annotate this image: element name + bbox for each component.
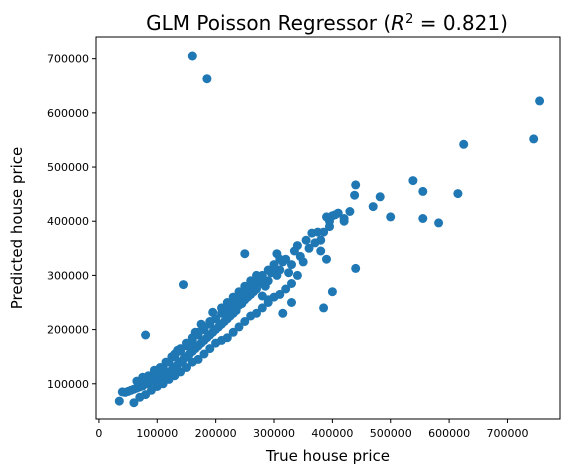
y-tick-label: 500000 xyxy=(47,161,89,174)
scatter-point xyxy=(322,254,331,264)
scatter-point xyxy=(386,212,396,222)
scatter-point xyxy=(193,327,203,337)
scatter-point xyxy=(228,327,238,337)
scatter-point xyxy=(418,186,428,196)
scatter-point xyxy=(292,270,302,280)
scatter-point xyxy=(117,387,127,397)
x-tick-label: 600000 xyxy=(428,427,470,440)
scatter-point xyxy=(234,322,244,332)
scatter-point xyxy=(240,317,250,326)
scatter-point xyxy=(199,349,209,359)
scatter-point xyxy=(287,279,296,288)
scatter-point xyxy=(322,212,331,222)
plot-frame xyxy=(95,36,561,420)
scatter-point xyxy=(170,349,180,359)
y-axis: 100000 200000 300000 400000 500000 600000 7000… xyxy=(47,53,96,391)
scatter-point xyxy=(307,228,317,238)
scatter-point xyxy=(269,260,279,270)
y-tick-label: 300000 xyxy=(47,269,89,282)
y-tick-label: 100000 xyxy=(47,378,89,391)
scatter-point xyxy=(205,317,215,326)
scatter-point xyxy=(132,376,142,386)
x-tick-label: 0 xyxy=(95,427,102,440)
scatter-point xyxy=(149,365,159,375)
scatter-point xyxy=(176,344,186,354)
scatter-point xyxy=(199,322,209,332)
scatter-point xyxy=(257,303,267,313)
scatter-point xyxy=(325,222,334,232)
scatter-point xyxy=(272,249,282,259)
scatter-point xyxy=(281,284,291,294)
scatter-point xyxy=(287,298,296,307)
scatter-point xyxy=(205,344,215,354)
scatter-point xyxy=(289,246,299,256)
scatter-point xyxy=(257,291,267,301)
scatter-point xyxy=(345,207,355,216)
scatter-point xyxy=(179,280,188,290)
scatter-point xyxy=(158,365,168,375)
scatter-point xyxy=(246,276,256,286)
scatter-point xyxy=(351,180,361,190)
scatter-point xyxy=(240,249,250,259)
scatter-point xyxy=(252,270,261,280)
scatter-point xyxy=(187,357,197,367)
x-tick-label: 200000 xyxy=(195,427,237,440)
scatter-point xyxy=(246,311,256,321)
scatter-point xyxy=(535,96,545,106)
y-tick-label: 600000 xyxy=(47,107,89,120)
scatter-point xyxy=(228,292,238,302)
scatter-point xyxy=(295,251,305,261)
scatter-point xyxy=(434,218,444,228)
scatter-point xyxy=(141,330,151,340)
scatter-point xyxy=(453,189,463,199)
scatter-point xyxy=(418,214,428,223)
scatter-point xyxy=(375,192,385,202)
scatter-point xyxy=(129,398,139,408)
scatter-point xyxy=(211,338,221,348)
scatter-point xyxy=(187,51,197,61)
scatter-point xyxy=(368,202,378,212)
scatter-point xyxy=(301,235,311,245)
chart-title: GLM Poisson Regressor (R2 = 0.821) xyxy=(146,11,508,35)
scatter-point xyxy=(284,268,294,278)
scatter-point xyxy=(339,216,349,226)
scatter-point xyxy=(187,333,197,343)
scatter-point xyxy=(351,263,361,273)
scatter-point xyxy=(222,298,232,307)
x-tick-label: 100000 xyxy=(136,427,178,440)
scatter-point xyxy=(316,246,326,256)
scatter-point xyxy=(217,303,226,313)
x-tick-label: 400000 xyxy=(311,427,353,440)
scatter-point xyxy=(408,176,418,186)
x-tick-label: 700000 xyxy=(486,427,528,440)
x-axis: 0 100000 200000 300000 400000 500000 600000 700… xyxy=(95,419,528,440)
y-tick-label: 200000 xyxy=(47,324,89,337)
scatter-point xyxy=(529,134,539,144)
x-tick-label: 500000 xyxy=(370,427,412,440)
y-axis-label: Predicted house price xyxy=(8,147,26,310)
scatter-point xyxy=(287,260,296,270)
scatter-point xyxy=(263,265,273,275)
scatter-points xyxy=(114,51,545,408)
scatter-point xyxy=(240,281,250,291)
scatter-point xyxy=(114,396,124,406)
scatter-point xyxy=(182,338,191,348)
scatter-point xyxy=(459,139,469,149)
scatter-point xyxy=(278,308,288,318)
x-axis-label: True house price xyxy=(265,447,390,465)
scatter-point xyxy=(350,190,360,200)
y-tick-label: 400000 xyxy=(47,215,89,228)
y-tick-label: 700000 xyxy=(47,53,89,66)
scatter-point xyxy=(234,287,244,297)
scatter-point xyxy=(135,392,145,402)
x-tick-label: 300000 xyxy=(253,427,295,440)
scatter-point xyxy=(327,287,337,297)
scatter-point xyxy=(310,238,320,248)
scatter-point xyxy=(304,243,314,253)
scatter-point xyxy=(202,74,212,84)
scatter-point xyxy=(164,357,174,367)
scatter-point xyxy=(319,303,329,313)
